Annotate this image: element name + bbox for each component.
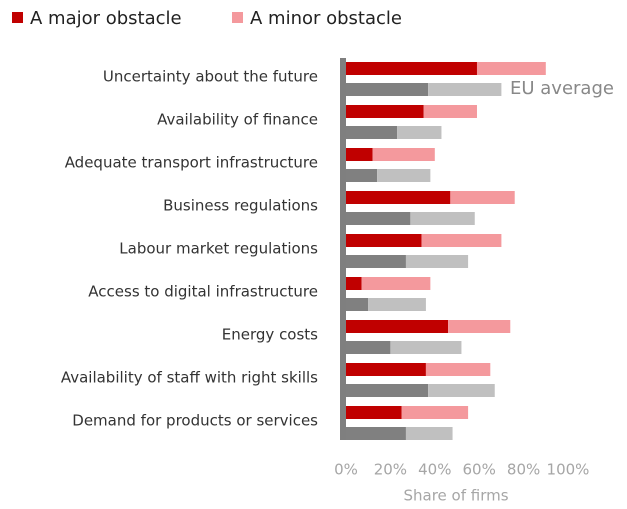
- x-axis-label: Share of firms: [403, 487, 508, 505]
- bar-segment: [346, 234, 422, 247]
- legend-label: A minor obstacle: [250, 8, 402, 29]
- x-tick-label: 60%: [463, 461, 496, 479]
- category-label: Uncertainty about the future: [103, 68, 318, 86]
- bar-segment: [401, 406, 469, 419]
- bar-segment: [428, 83, 502, 96]
- x-tick-label: 0%: [334, 461, 358, 479]
- bar-segment: [368, 298, 426, 311]
- axis-line: [340, 58, 346, 440]
- bar-segment: [405, 427, 453, 440]
- legend-swatch: [12, 12, 23, 23]
- bar-segment: [405, 255, 469, 268]
- x-tick-label: 40%: [418, 461, 451, 479]
- bar-segment: [346, 427, 406, 440]
- category-label: Adequate transport infrastructure: [65, 154, 318, 172]
- bar-segment: [346, 298, 369, 311]
- bar-segment: [346, 148, 373, 161]
- category-label: Availability of finance: [157, 111, 318, 129]
- bar-segment: [346, 212, 411, 225]
- annotation: EU average: [510, 78, 614, 99]
- legend-label: A major obstacle: [30, 8, 182, 29]
- x-tick-label: 100%: [547, 461, 590, 479]
- bar-segment: [346, 126, 398, 139]
- bar-segment: [346, 320, 449, 333]
- x-tick-label: 80%: [507, 461, 540, 479]
- legend-swatch: [232, 12, 243, 23]
- bar-segment: [423, 105, 477, 118]
- bar-segment: [346, 384, 429, 397]
- bar-segment: [346, 191, 451, 204]
- bar-segment: [346, 62, 477, 75]
- bar-segment: [346, 277, 362, 290]
- category-label: Business regulations: [163, 197, 318, 215]
- bar-segment: [410, 212, 475, 225]
- bar-segment: [377, 169, 431, 182]
- bar-segment: [476, 62, 546, 75]
- bar-segment: [421, 234, 502, 247]
- bar-segment: [346, 169, 378, 182]
- bar-segment: [397, 126, 442, 139]
- bar-segment: [361, 277, 431, 290]
- category-label: Demand for products or services: [72, 412, 318, 430]
- bar-segment: [450, 191, 515, 204]
- bar-segment: [448, 320, 511, 333]
- bar-segment: [428, 384, 495, 397]
- bar-segment: [346, 406, 402, 419]
- bar-segment: [346, 105, 424, 118]
- bar-segment: [425, 363, 491, 376]
- bar-segment: [372, 148, 435, 161]
- category-label: Access to digital infrastructure: [88, 283, 318, 301]
- category-label: Availability of staff with right skills: [61, 369, 318, 387]
- bar-segment: [346, 255, 406, 268]
- category-label: Energy costs: [222, 326, 318, 344]
- bar-segment: [346, 83, 429, 96]
- category-label: Labour market regulations: [119, 240, 318, 258]
- bar-segment: [346, 341, 391, 354]
- bar-segment: [390, 341, 462, 354]
- bar-segment: [346, 363, 426, 376]
- x-tick-label: 20%: [374, 461, 407, 479]
